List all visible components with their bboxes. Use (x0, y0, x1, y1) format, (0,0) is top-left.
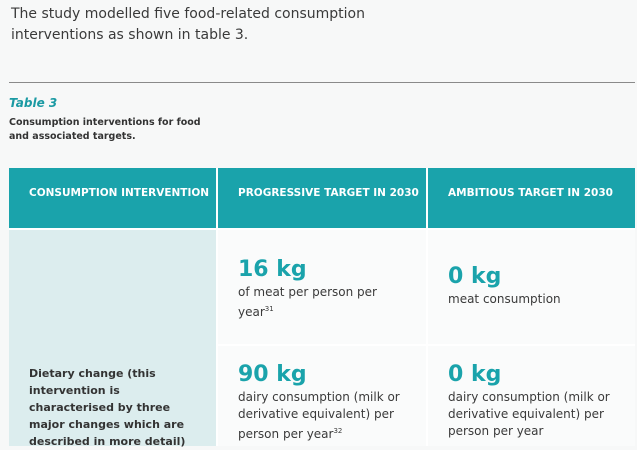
section-divider (9, 82, 635, 83)
cell-description: meat consumption (448, 292, 561, 306)
table-cell-progressive-dairy: 90 kg dairy consumption (milk or derivat… (218, 346, 426, 446)
header-progressive-target: PROGRESSIVE TARGET IN 2030 (218, 168, 426, 228)
intervention-text: Dietary change (this intervention is cha… (29, 367, 186, 448)
cell-value: 0 kg (448, 264, 502, 289)
intro-paragraph: The study modelled five food-related con… (11, 6, 365, 43)
table-cell-ambitious-dairy: 0 kg dairy consumption (milk or derivati… (428, 346, 635, 446)
table-cell-progressive-meat: 16 kg of meat per person per year31 (218, 230, 426, 344)
cell-value: 90 kg (238, 362, 307, 387)
table-cell-ambitious-meat: 0 kg meat consumption (428, 230, 635, 344)
cell-description: dairy consumption (milk or derivative eq… (448, 390, 610, 438)
cell-description: of meat per person per year31 (238, 285, 377, 319)
table-label: Table 3 (9, 96, 58, 110)
header-ambitious-target: AMBITIOUS TARGET IN 2030 (428, 168, 635, 228)
cell-value: 16 kg (238, 257, 307, 282)
cell-value: 0 kg (448, 362, 502, 387)
intervention-cell: Dietary change (this intervention is cha… (9, 230, 216, 448)
cell-description: dairy consumption (milk or derivative eq… (238, 390, 400, 441)
interventions-table: CONSUMPTION INTERVENTION PROGRESSIVE TAR… (9, 168, 635, 448)
header-consumption-intervention: CONSUMPTION INTERVENTION (9, 168, 216, 228)
table-caption: Consumption interventions for food and a… (9, 117, 201, 142)
